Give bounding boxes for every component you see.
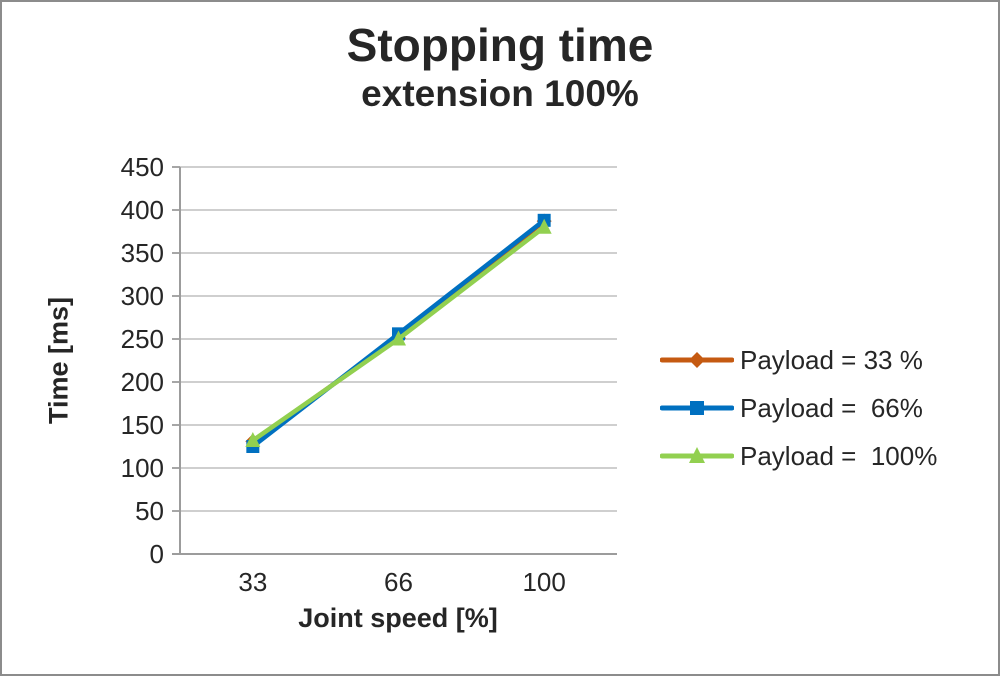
chart-title: Stopping time extension 100% — [2, 18, 998, 116]
data-point-marker — [245, 431, 261, 447]
legend-marker-diamond-icon — [660, 352, 734, 368]
x-axis-title: Joint speed [%] — [298, 603, 498, 633]
legend-item: Payload = 100% — [660, 441, 937, 471]
legend-item-label: Payload = 33 % — [740, 344, 923, 375]
legend: Payload = 33 % Payload = 66% Payload = 100… — [660, 345, 937, 471]
chart-title-line1: Stopping time — [346, 19, 654, 71]
legend-marker-triangle-icon — [660, 447, 734, 463]
data-point-marker — [391, 330, 406, 346]
data-point-marker — [536, 218, 552, 234]
y-axis-title: Time [ms] — [43, 296, 74, 425]
legend-item-label: Payload = 100% — [740, 440, 938, 471]
chart-title-line2: extension 100% — [361, 73, 639, 114]
legend-item-label: Payload = 66% — [740, 392, 923, 423]
legend-marker-square-icon — [660, 401, 734, 415]
legend-item: Payload = 66% — [660, 393, 937, 423]
legend-item: Payload = 33 % — [660, 345, 937, 375]
